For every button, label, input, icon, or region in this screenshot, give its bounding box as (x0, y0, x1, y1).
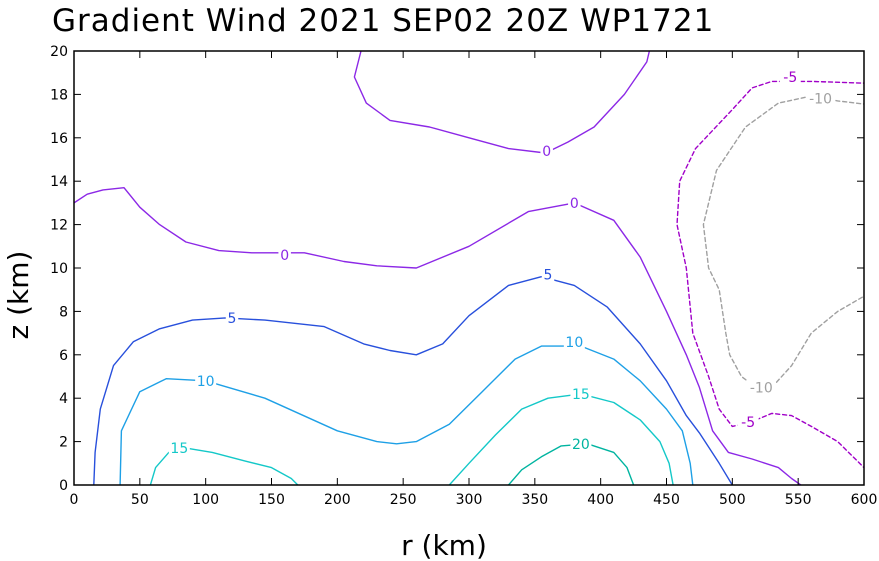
contour-label-bg (195, 371, 217, 389)
y-tick-label: 20 (50, 44, 68, 60)
contour-label-neg10-0: -10 (809, 92, 832, 108)
y-tick-label: 10 (50, 261, 68, 277)
contour-line-neg10-1 (771, 295, 864, 389)
y-tick-label: 18 (50, 87, 68, 103)
contour-label-15-0: 15 (170, 441, 188, 457)
contour-label-5-0: 5 (228, 311, 237, 327)
contour-label-bg (570, 434, 592, 452)
contour-label-0-2: 0 (280, 248, 289, 264)
x-tick-label: 550 (785, 492, 812, 508)
contour-line-15-1 (448, 393, 674, 485)
x-tick-label: 450 (653, 492, 680, 508)
contour-label-bg (540, 141, 553, 159)
contour-line-neg5-1 (755, 412, 864, 469)
x-tick-label: 200 (324, 492, 351, 508)
contour-line-15-0 (149, 447, 299, 485)
y-tick-label: 14 (50, 174, 68, 190)
contour-label-bg (568, 193, 581, 211)
contour-label-bg (168, 439, 190, 457)
contour-label-0-1: 0 (570, 196, 579, 212)
contour-label-bg (541, 265, 555, 283)
contour-label-10-0: 10 (197, 374, 215, 390)
contour-label-bg (570, 384, 592, 402)
y-tick-label: 0 (59, 478, 68, 494)
contour-label-bg (737, 413, 759, 431)
x-tick-label: 600 (851, 492, 878, 508)
contour-label-bg (779, 68, 801, 86)
contour-label-bg (225, 308, 239, 326)
contour-line-5-0 (93, 276, 733, 485)
x-tick-label: 300 (456, 492, 483, 508)
contour-line-0-1 (74, 186, 802, 485)
contour-label-layer: -10 -10 -5 -5 0 0 0 5 5 10 10 15 15 20 (168, 68, 836, 457)
contour-label-bg (746, 378, 777, 396)
contour-label-bg (563, 332, 585, 350)
chart-title: Gradient Wind 2021 SEP02 20Z WP1721 (52, 3, 714, 39)
contour-line-10-0 (119, 345, 694, 485)
y-tick-label: 16 (50, 131, 68, 147)
contour-label-bg (278, 245, 291, 263)
contour-line-neg10-0 (702, 95, 864, 389)
x-tick-label: 250 (390, 492, 417, 508)
contour-label-10-1: 10 (565, 335, 583, 351)
contour-label-0-0: 0 (542, 144, 551, 160)
contour-label-neg10-1: -10 (750, 380, 773, 396)
x-tick-label: 0 (70, 492, 79, 508)
contour-label-5-1: 5 (544, 268, 553, 284)
x-tick-label: 500 (719, 492, 746, 508)
x-tick-label: 50 (131, 492, 149, 508)
x-axis-label: r (km) (401, 529, 487, 561)
contour-label-bg (805, 89, 836, 107)
tick-layer: 0 50 100 150 200 250 300 350 400 450 500 550 6000246… (50, 44, 877, 508)
x-tick-label: 100 (192, 492, 219, 508)
x-tick-label: 350 (521, 492, 548, 508)
y-tick-label: 12 (50, 218, 68, 234)
plot-frame (73, 50, 865, 486)
contour-label-neg5-1: -5 (741, 415, 755, 431)
contour-label-20-0: 20 (572, 437, 590, 453)
y-tick-label: 8 (59, 304, 68, 320)
y-tick-label: 6 (59, 348, 68, 364)
contour-label-15-1: 15 (572, 387, 590, 403)
y-tick-label: 4 (59, 391, 68, 407)
contour-label-neg5-0: -5 (783, 70, 797, 86)
contour-line-0-0 (353, 51, 651, 154)
y-tick-label: 2 (59, 435, 68, 451)
x-tick-label: 400 (587, 492, 614, 508)
contour-line-neg5-0 (676, 80, 864, 428)
y-axis-label: z (km) (2, 251, 35, 340)
x-tick-label: 150 (258, 492, 285, 508)
